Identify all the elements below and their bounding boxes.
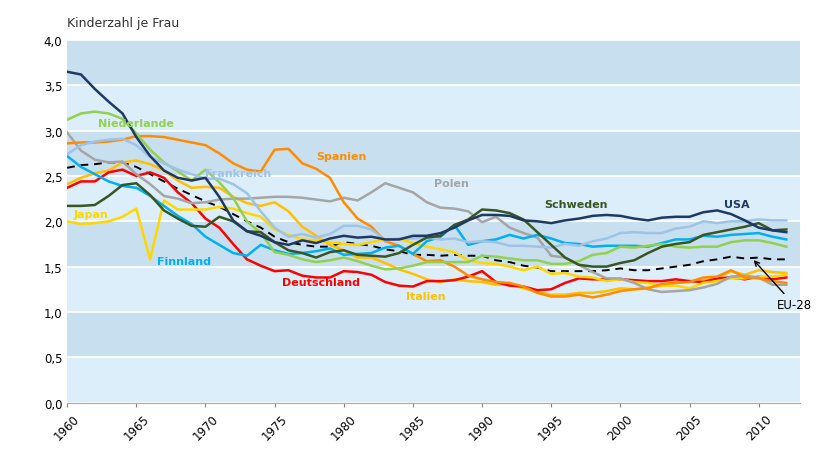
Text: Niederlande: Niederlande <box>97 118 174 128</box>
Bar <box>67 358 800 403</box>
Bar <box>67 312 800 358</box>
Bar <box>67 177 800 222</box>
Text: Kinderzahl je Frau: Kinderzahl je Frau <box>67 16 179 30</box>
Text: Deutschland: Deutschland <box>282 278 360 288</box>
Text: USA: USA <box>724 200 749 210</box>
Text: Spanien: Spanien <box>316 152 366 162</box>
Text: Japan: Japan <box>74 210 109 220</box>
Bar <box>67 86 800 131</box>
Bar <box>67 222 800 267</box>
Bar <box>67 131 800 177</box>
Text: Finnland: Finnland <box>157 257 211 267</box>
Bar <box>67 41 800 86</box>
Text: Schweden: Schweden <box>545 200 608 210</box>
Text: Frankreich: Frankreich <box>206 169 272 179</box>
Bar <box>67 267 800 312</box>
Text: Polen: Polen <box>433 179 468 189</box>
Text: Italien: Italien <box>406 291 446 301</box>
Text: EU-28: EU-28 <box>754 262 812 312</box>
